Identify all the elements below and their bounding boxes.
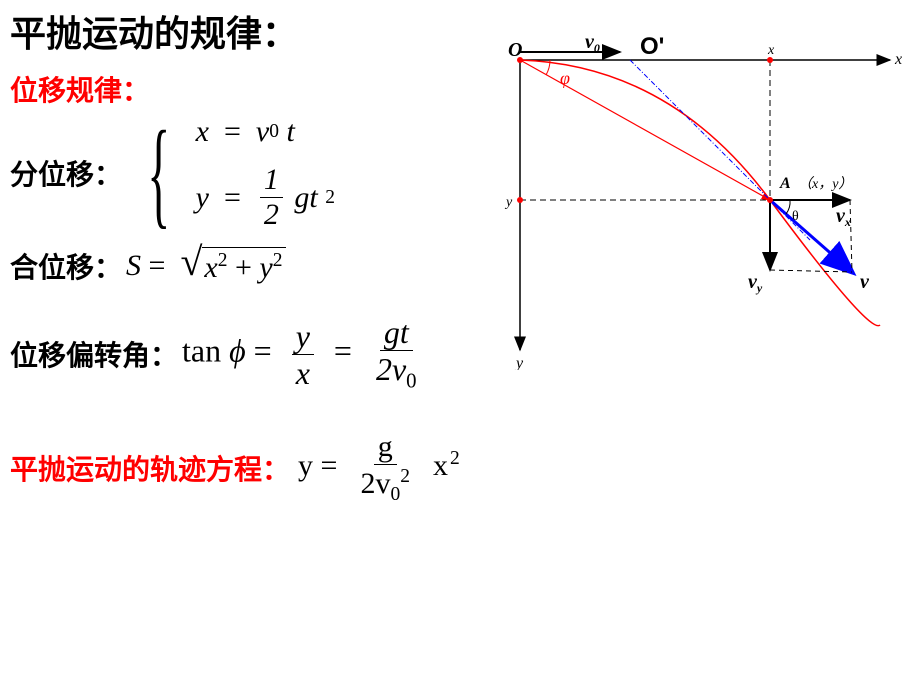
trajectory-label: 平抛运动的轨迹方程： <box>10 448 290 488</box>
label-theta: θ <box>792 209 799 224</box>
label-x-axis: x <box>894 51 902 68</box>
displacement-line <box>520 60 770 200</box>
resultant-equation: S = √ x2 + y2 <box>126 247 286 285</box>
label-A: A <box>779 175 791 192</box>
displacement-rule-label: 位移规律： <box>10 69 490 109</box>
label-phi: φ <box>560 68 570 88</box>
label-y-mark: y <box>504 195 513 210</box>
label-v0: v0 <box>585 31 600 55</box>
deflection-equation: tan ϕ = yx = gt2v0 <box>182 316 425 392</box>
projectile-diagram: O v0 O' x x y y φ A （x，y） θ vx vy v <box>490 30 910 370</box>
label-vy: vy <box>748 271 763 295</box>
label-Oprime: O' <box>640 33 664 60</box>
label-vx: vx <box>836 205 851 229</box>
component-disp-label: 分位移： <box>10 153 122 193</box>
label-v: v <box>860 271 870 293</box>
deflection-angle-label: 位移偏转角： <box>10 334 178 374</box>
label-O: O <box>508 39 522 61</box>
component-equations: x = v0 t y = 12 gt 2 <box>196 109 335 236</box>
brace-icon: { <box>147 113 170 233</box>
label-y-axis: y <box>514 355 524 370</box>
main-title: 平抛运动的规律： <box>10 5 490 57</box>
trajectory-equation: y = g 2v02 x2 <box>298 432 460 505</box>
theta-arc <box>786 200 790 214</box>
label-Axy: （x，y） <box>798 176 852 192</box>
trajectory-curve <box>520 60 880 326</box>
resultant-disp-label: 合位移： <box>10 246 122 286</box>
label-x-mark: x <box>767 43 775 58</box>
